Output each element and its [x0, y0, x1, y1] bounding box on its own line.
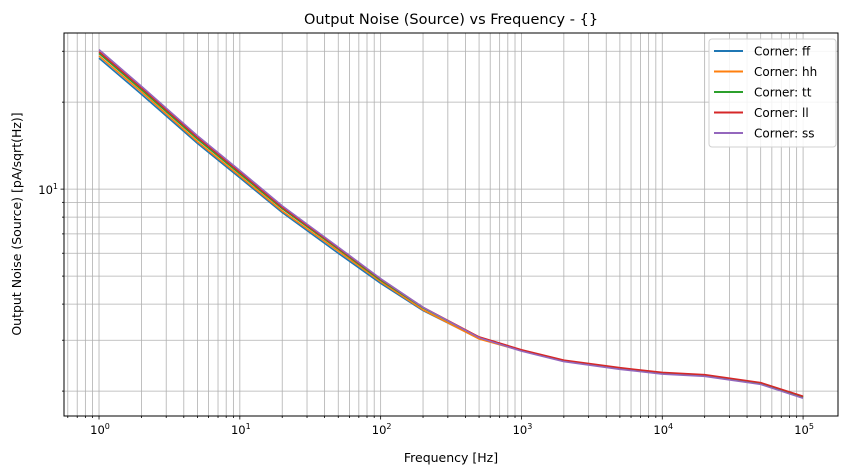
series-lines — [98, 48, 804, 399]
y-tick-label: 101 — [38, 182, 58, 197]
y-axis-label: Output Noise (Source) [pA/sqrt(Hz)] — [9, 112, 24, 335]
series-line — [98, 52, 804, 398]
plot-frame — [63, 32, 839, 417]
x-tick-label: 104 — [653, 422, 673, 437]
series-line — [98, 57, 804, 399]
legend-label: Corner: ss — [754, 127, 815, 141]
grid — [64, 33, 838, 416]
x-tick-label: 101 — [231, 422, 251, 437]
legend-label: Corner: ll — [754, 106, 809, 120]
x-tick-label: 105 — [794, 422, 814, 437]
series-line — [98, 51, 804, 397]
x-axis-label: Frequency [Hz] — [404, 450, 498, 465]
x-tick-label: 102 — [372, 422, 392, 437]
legend-label: Corner: tt — [754, 86, 812, 100]
x-tick-label: 100 — [90, 422, 110, 437]
series-line — [98, 55, 804, 398]
x-tick-label: 103 — [513, 422, 533, 437]
chart-title: Output Noise (Source) vs Frequency - {} — [304, 12, 598, 28]
legend: Corner: ff Corner: hh Corner: tt Corner: ll… — [708, 38, 837, 148]
legend-box — [708, 38, 837, 148]
legend-label: Corner: hh — [754, 65, 817, 79]
legend-label: Corner: ff — [754, 45, 811, 59]
series-line — [98, 48, 804, 399]
ticks: 100 101 102 103 104 105 101 — [38, 50, 814, 437]
